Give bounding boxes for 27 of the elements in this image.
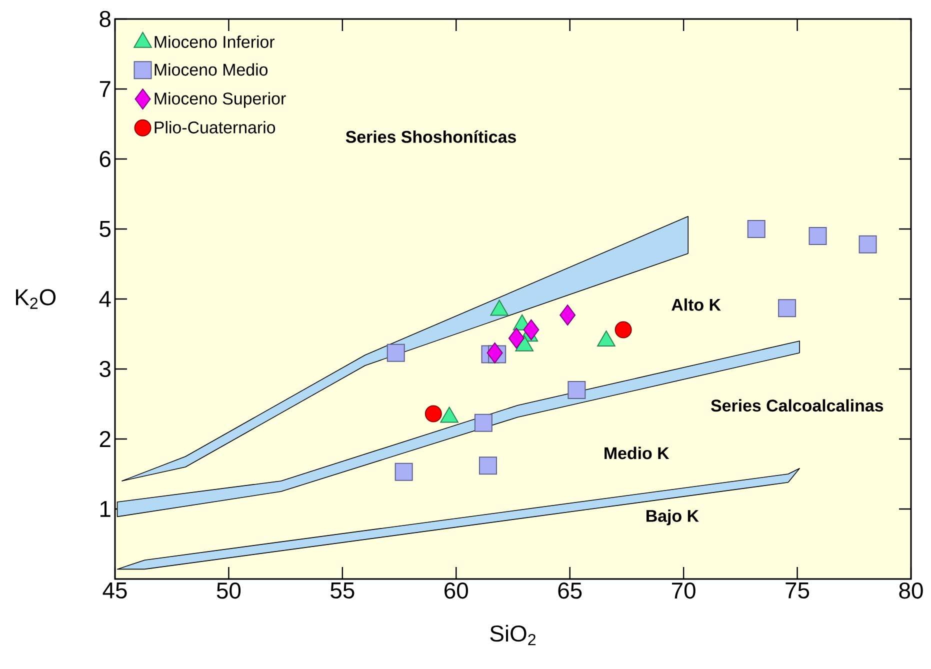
x-tick-label: 70 [672,582,696,599]
x-tick-label: 60 [444,582,468,599]
annotation: Series Shoshoníticas [346,130,516,143]
y-axis-title: K$_{2}$O [16,289,56,309]
y-tick-label: 1 [100,501,110,517]
x-tick-label: 45 [102,582,127,599]
x-tick-label: 50 [216,582,241,599]
y-tick-label: 8 [100,10,110,28]
x-tick-label: 75 [786,582,810,599]
annotation: Bajo K [646,510,699,526]
y-tick-label: 3 [100,360,110,378]
legend-label: Mioceno Medio [154,63,268,76]
y-tick-label: 4 [99,291,111,307]
annotation: Medio K [604,446,670,460]
y-tick-label: 2 [100,431,110,447]
x-tick-label: 55 [330,582,354,599]
annotation: Series Calcoalcalinas [711,399,884,412]
legend-label: Mioceno Superior [154,92,286,108]
y-tick-label: 7 [100,81,110,97]
legend-label: Plio-Cuaternario [154,121,276,134]
y-tick-label: 6 [100,150,110,168]
y-tick-label: 5 [100,221,111,237]
annotation: Alto K [672,298,721,311]
x-axis-title: SiO$_{2}$ [490,624,536,646]
legend-label: Mioceno Inferior [154,36,275,48]
x-tick-label: 65 [558,582,582,599]
x-tick-label: 80 [899,582,923,599]
